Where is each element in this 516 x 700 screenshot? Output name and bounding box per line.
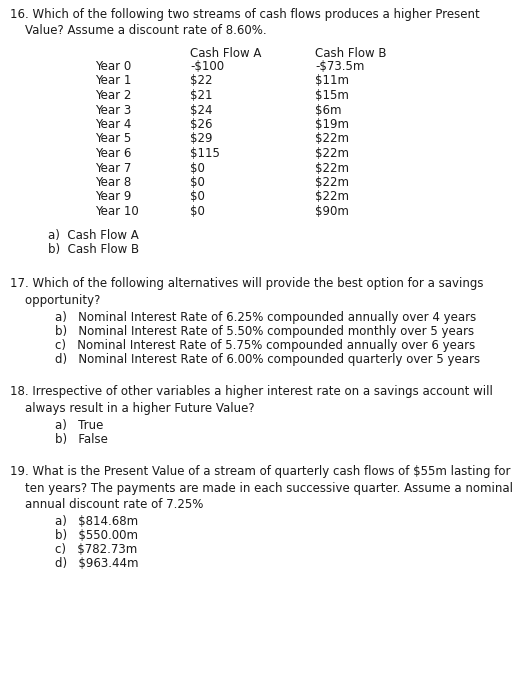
Text: $22m: $22m <box>315 162 349 174</box>
Text: $15m: $15m <box>315 89 349 102</box>
Text: Year 2: Year 2 <box>95 89 132 102</box>
Text: Cash Flow A: Cash Flow A <box>190 47 262 60</box>
Text: a)  Cash Flow A: a) Cash Flow A <box>48 230 139 242</box>
Text: Year 1: Year 1 <box>95 74 132 88</box>
Text: Cash Flow B: Cash Flow B <box>315 47 386 60</box>
Text: $19m: $19m <box>315 118 349 131</box>
Text: $115: $115 <box>190 147 220 160</box>
Text: -$73.5m: -$73.5m <box>315 60 364 73</box>
Text: Year 7: Year 7 <box>95 162 132 174</box>
Text: a)   Nominal Interest Rate of 6.25% compounded annually over 4 years: a) Nominal Interest Rate of 6.25% compou… <box>55 312 476 324</box>
Text: Year 5: Year 5 <box>95 132 131 146</box>
Text: $24: $24 <box>190 104 213 116</box>
Text: 16. Which of the following two streams of cash flows produces a higher Present
 : 16. Which of the following two streams o… <box>10 8 480 38</box>
Text: $22m: $22m <box>315 147 349 160</box>
Text: $26: $26 <box>190 118 213 131</box>
Text: $22m: $22m <box>315 132 349 146</box>
Text: $29: $29 <box>190 132 213 146</box>
Text: $6m: $6m <box>315 104 342 116</box>
Text: 17. Which of the following alternatives will provide the best option for a savin: 17. Which of the following alternatives … <box>10 277 483 307</box>
Text: Year 9: Year 9 <box>95 190 132 204</box>
Text: a)   $814.68m: a) $814.68m <box>55 515 138 528</box>
Text: $0: $0 <box>190 205 205 218</box>
Text: a)   True: a) True <box>55 419 103 433</box>
Text: $22m: $22m <box>315 190 349 204</box>
Text: d)   $963.44m: d) $963.44m <box>55 557 138 570</box>
Text: Year 3: Year 3 <box>95 104 131 116</box>
Text: d)   Nominal Interest Rate of 6.00% compounded quarterly over 5 years: d) Nominal Interest Rate of 6.00% compou… <box>55 354 480 366</box>
Text: Year 8: Year 8 <box>95 176 131 189</box>
Text: $0: $0 <box>190 190 205 204</box>
Text: $0: $0 <box>190 176 205 189</box>
Text: c)   Nominal Interest Rate of 5.75% compounded annually over 6 years: c) Nominal Interest Rate of 5.75% compou… <box>55 340 475 352</box>
Text: -$100: -$100 <box>190 60 224 73</box>
Text: $21: $21 <box>190 89 213 102</box>
Text: Year 4: Year 4 <box>95 118 132 131</box>
Text: Year 6: Year 6 <box>95 147 132 160</box>
Text: $22m: $22m <box>315 176 349 189</box>
Text: Year 10: Year 10 <box>95 205 139 218</box>
Text: 18. Irrespective of other variables a higher interest rate on a savings account : 18. Irrespective of other variables a hi… <box>10 386 493 415</box>
Text: c)   $782.73m: c) $782.73m <box>55 543 137 556</box>
Text: b)   False: b) False <box>55 433 108 447</box>
Text: b)   $550.00m: b) $550.00m <box>55 529 138 542</box>
Text: $22: $22 <box>190 74 213 88</box>
Text: b)   Nominal Interest Rate of 5.50% compounded monthly over 5 years: b) Nominal Interest Rate of 5.50% compou… <box>55 326 474 338</box>
Text: Year 0: Year 0 <box>95 60 131 73</box>
Text: $90m: $90m <box>315 205 349 218</box>
Text: $0: $0 <box>190 162 205 174</box>
Text: b)  Cash Flow B: b) Cash Flow B <box>48 244 139 256</box>
Text: 19. What is the Present Value of a stream of quarterly cash flows of $55m lastin: 19. What is the Present Value of a strea… <box>10 466 513 511</box>
Text: $11m: $11m <box>315 74 349 88</box>
